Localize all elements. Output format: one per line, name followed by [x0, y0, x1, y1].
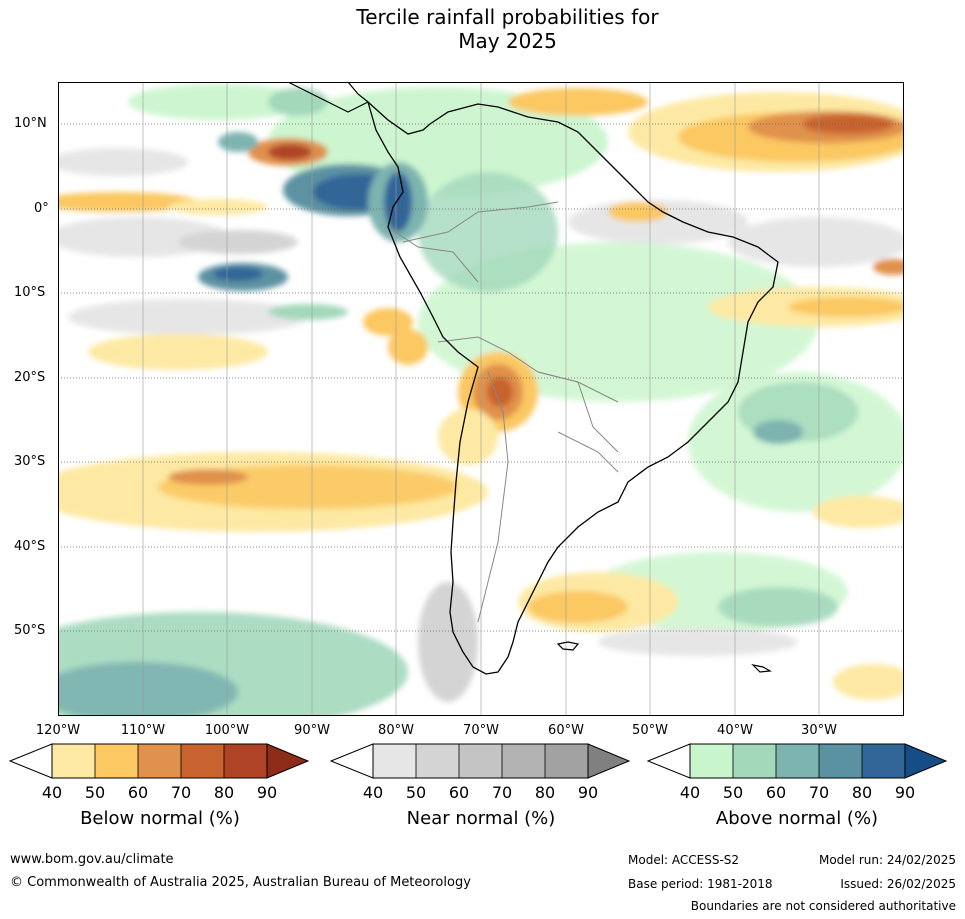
map-frame [58, 82, 904, 716]
lon-label-50w: 50°W [632, 723, 668, 738]
colorbar-above-tick-40: 40 [679, 783, 701, 802]
forecast-map [58, 82, 904, 716]
footer-base-period: Base period: 1981-2018 [628, 877, 773, 891]
south-america-coastline [366, 100, 779, 675]
map-title-line2: May 2025 [458, 29, 557, 53]
footer-disclaimer: Boundaries are not considered authoritat… [690, 899, 956, 913]
lat-label-40s: 40°S [14, 539, 46, 554]
colorbar-near-tick-50: 50 [405, 783, 427, 802]
lon-label-110w: 110°W [120, 723, 166, 738]
colorbar-above-bin-50 [733, 744, 776, 778]
footer-model: Model: ACCESS-S2 [628, 853, 740, 867]
central-america-coastline [287, 82, 369, 113]
colorbar-above-upper-arrow [904, 743, 948, 779]
footer-url[interactable]: www.bom.gov.au/climate [10, 852, 174, 867]
colorbar-below-tick-90: 90 [256, 783, 278, 802]
lat-label-30s: 30°S [14, 454, 46, 469]
colorbar-below-tick-80: 80 [213, 783, 235, 802]
footer-model-run: Model run: 24/02/2025 [818, 853, 956, 867]
lon-label-30w: 30°W [801, 723, 837, 738]
colorbar-below-frame [51, 743, 268, 779]
colorbar-near-tick-70: 70 [491, 783, 513, 802]
colorbar-below-upper-arrow [266, 743, 310, 779]
probability-field [58, 84, 904, 716]
colorbar-above-bin-60 [776, 744, 819, 778]
south-georgia [751, 664, 772, 673]
colorbar-below-tick-50: 50 [84, 783, 106, 802]
lat-label-10n: 10°N [14, 116, 47, 131]
colorbar-near-upper-arrow [587, 743, 631, 779]
colorbar-above-frame [689, 743, 906, 779]
colorbar-near-frame [372, 743, 589, 779]
colorbar-near-bin-60 [459, 744, 502, 778]
colorbar-near-tick-40: 40 [362, 783, 384, 802]
country-boundaries [387, 201, 619, 623]
lon-label-60w: 60°W [548, 723, 584, 738]
lon-label-90w: 90°W [294, 723, 330, 738]
footer-issued: Issued: 26/02/2025 [840, 877, 956, 891]
colorbar-above-title: Above normal (%) [715, 808, 879, 829]
colorbar-near-title: Near normal (%) [406, 808, 556, 829]
lat-label-10s: 10°S [14, 285, 46, 300]
colorbar-near-bin-50 [416, 744, 459, 778]
lat-label-20s: 20°S [14, 370, 46, 385]
colorbar-near-bin-70 [502, 744, 545, 778]
colorbar-above-normal [646, 743, 948, 779]
colorbar-near-lower-arrow [329, 743, 374, 779]
lat-label-50s: 50°S [14, 623, 46, 638]
colorbar-below-bin-80 [224, 744, 267, 778]
lon-label-100w: 100°W [204, 723, 250, 738]
colorbar-near-tick-80: 80 [534, 783, 556, 802]
colorbar-above-tick-60: 60 [765, 783, 787, 802]
colorbar-above-tick-90: 90 [894, 783, 916, 802]
colorbar-below-bin-60 [138, 744, 181, 778]
colorbar-below-tick-60: 60 [127, 783, 149, 802]
footer-copyright: © Commonwealth of Australia 2025, Austra… [10, 875, 471, 890]
colorbar-below-normal [8, 743, 310, 779]
colorbar-below-bin-40 [52, 744, 95, 778]
falkland-islands [556, 641, 580, 651]
lon-label-40w: 40°W [717, 723, 753, 738]
forecast-map-svg [58, 82, 904, 716]
colorbar-above-bin-80 [862, 744, 905, 778]
lon-label-80w: 80°W [378, 723, 414, 738]
colorbar-near-tick-60: 60 [448, 783, 470, 802]
colorbar-near-bin-40 [373, 744, 416, 778]
colorbar-near-normal [329, 743, 631, 779]
lon-label-70w: 70°W [463, 723, 499, 738]
lon-label-120w: 120°W [35, 723, 81, 738]
colorbar-above-tick-50: 50 [722, 783, 744, 802]
map-title-line1: Tercile rainfall probabilities for [356, 5, 659, 29]
colorbar-above-lower-arrow [646, 743, 691, 779]
lat-label-0: 0° [34, 201, 49, 216]
colorbar-below-tick-70: 70 [170, 783, 192, 802]
colorbar-above-bin-40 [690, 744, 733, 778]
colorbar-below-bin-70 [181, 744, 224, 778]
colorbar-near-tick-90: 90 [577, 783, 599, 802]
colorbar-above-tick-70: 70 [808, 783, 830, 802]
colorbar-above-bin-70 [819, 744, 862, 778]
colorbar-below-tick-40: 40 [41, 783, 63, 802]
colorbar-near-bin-80 [545, 744, 588, 778]
colorbar-below-bin-50 [95, 744, 138, 778]
colorbar-below-lower-arrow [8, 743, 53, 779]
colorbar-above-tick-80: 80 [851, 783, 873, 802]
colorbar-below-title: Below normal (%) [80, 808, 240, 829]
